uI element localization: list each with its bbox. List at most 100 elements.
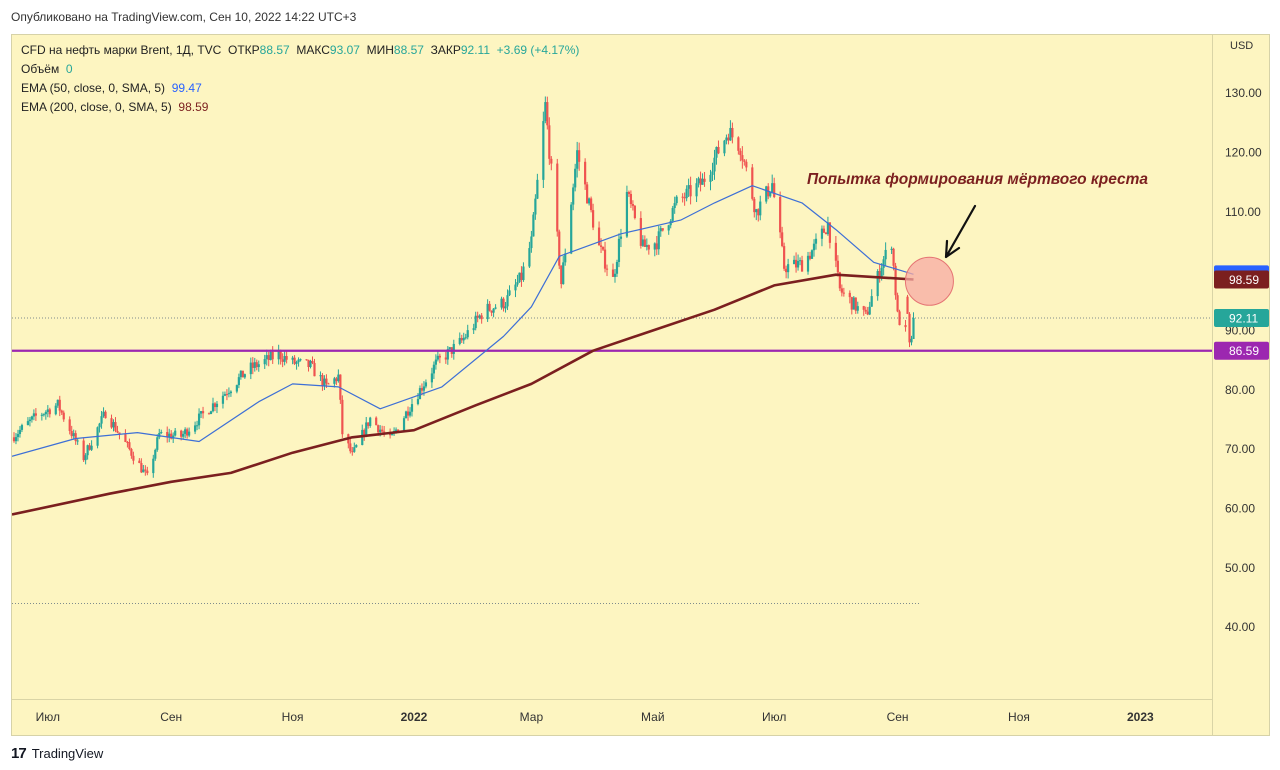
candle-body (251, 362, 254, 368)
candle-body (104, 411, 107, 419)
candle-body (486, 303, 489, 320)
candle-body (882, 259, 885, 268)
candle-body (615, 262, 619, 274)
candle-body (603, 249, 607, 269)
candle-body (118, 432, 121, 435)
candle-body (44, 411, 47, 415)
candle-body (221, 395, 225, 404)
candle-body (291, 357, 294, 360)
candle-body (452, 343, 455, 354)
ema200-value: 98.59 (178, 100, 209, 114)
candle-body (466, 330, 469, 338)
candle-body (713, 157, 716, 172)
y-tick-label: 40.00 (1225, 620, 1255, 634)
candle-body (842, 292, 845, 294)
candle-body (906, 296, 909, 314)
candle-body (820, 228, 824, 239)
candle-body (773, 183, 776, 198)
candle-body (506, 295, 509, 307)
candle-body (172, 435, 175, 439)
tradingview-brand: TradingView (31, 745, 104, 761)
legend-symbol-row[interactable]: CFD на нефть марки Brent, 1Д, TVC ОТКР88… (21, 41, 579, 60)
candle-body (182, 433, 185, 437)
candle-body (267, 355, 270, 361)
top-bar: Опубликовано на TradingView.com, Сен 10,… (0, 0, 1280, 34)
candle-body (311, 360, 314, 363)
candle-body (796, 261, 800, 268)
legend-ema50-row[interactable]: EMA (50, close, 0, SMA, 5) 99.47 (21, 79, 579, 98)
candle-body (88, 445, 91, 450)
high-label: МАКС (296, 43, 330, 57)
candle-body (824, 232, 828, 235)
candle-body (265, 355, 268, 360)
candle-body (46, 409, 49, 412)
candle-body (570, 204, 573, 254)
candle-body (349, 443, 352, 452)
candle-body (160, 431, 163, 433)
price-label: 98.59 (1229, 273, 1259, 287)
candle-body (631, 204, 634, 206)
candle-body (574, 168, 577, 188)
candle-body (753, 198, 756, 213)
candle-body (215, 403, 219, 408)
candle-body (335, 378, 338, 382)
candle-body (717, 146, 720, 154)
legend-ema200-row[interactable]: EMA (200, close, 0, SMA, 5) 98.59 (21, 98, 579, 117)
candle-body (703, 178, 706, 182)
chart-canvas[interactable]: 40.0050.0060.0070.0080.0090.00100.00110.… (12, 35, 1270, 736)
candle-body (490, 310, 493, 313)
candle-body (794, 259, 798, 268)
y-tick-label: 90.00 (1225, 324, 1255, 338)
candle-body (751, 167, 754, 199)
candle-body (170, 433, 173, 439)
candle-body (697, 178, 700, 184)
price-axis[interactable] (1212, 35, 1269, 735)
candle-body (211, 403, 215, 412)
candle-body (464, 337, 467, 339)
candle-body (757, 209, 760, 216)
ema50-value: 99.47 (171, 81, 202, 95)
candle-body (572, 187, 575, 205)
candle-body (741, 155, 744, 161)
legend-volume-row[interactable]: Объём 0 (21, 60, 579, 79)
candle-body (586, 184, 589, 204)
candle-body (82, 440, 85, 461)
candle-body (856, 306, 859, 311)
low-value: 88.57 (393, 43, 424, 57)
candle-body (745, 161, 748, 168)
candle-body (548, 125, 551, 159)
candle-body (420, 388, 424, 391)
candle-body (685, 188, 688, 199)
candle-body (42, 414, 45, 416)
y-tick-label: 80.00 (1225, 383, 1255, 397)
candle-body (458, 337, 461, 344)
candle-body (729, 127, 732, 141)
candle-body (337, 374, 340, 382)
candle-body (32, 413, 35, 417)
candle-body (58, 399, 61, 411)
price-label: 86.59 (1229, 344, 1259, 358)
candle-body (737, 137, 740, 151)
candle-body (184, 429, 187, 434)
candle-body (361, 429, 364, 446)
candle-body (629, 193, 633, 205)
dead-cross-highlight-circle (904, 256, 954, 306)
tradingview-logo-icon[interactable]: 17 (11, 744, 27, 762)
candle-body (864, 309, 867, 312)
candle-body (488, 303, 491, 311)
candles-group (12, 96, 915, 478)
candle-body (834, 242, 837, 261)
candle-body (806, 255, 810, 272)
candle-body (709, 174, 712, 182)
symbol-name: CFD на нефть марки Brent, 1Д, TVC (21, 43, 222, 57)
candle-body (223, 394, 227, 396)
candle-body (377, 425, 380, 433)
candle-body (271, 351, 274, 360)
candle-body (444, 357, 447, 360)
annotation-text[interactable]: Попытка формирования мёртвого креста (807, 171, 1149, 188)
candle-body (576, 150, 579, 169)
candle-body (241, 370, 244, 378)
chart-area[interactable]: 40.0050.0060.0070.0080.0090.00100.00110.… (11, 34, 1270, 736)
time-axis[interactable] (12, 699, 1212, 735)
candle-body (613, 273, 617, 277)
